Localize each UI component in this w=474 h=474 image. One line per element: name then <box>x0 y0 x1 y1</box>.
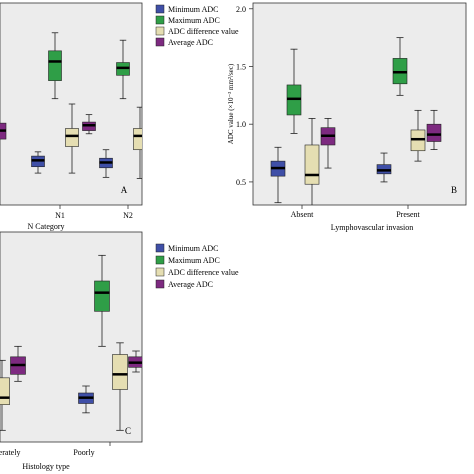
y-axis-title: ADC value (×10⁻³ mm²/sec) <box>227 63 235 144</box>
x-tick-label: Present <box>396 210 420 219</box>
legend: Minimum ADC Maximum ADC ADC difference val… <box>155 4 239 47</box>
y-tick-label: 0.5 <box>236 178 246 187</box>
x-tick-label: Poorly <box>73 448 94 457</box>
legend-swatch <box>155 15 165 25</box>
x-tick-label: Absent <box>291 210 314 219</box>
box-adc-difference-value-0-box <box>304 144 320 185</box>
legend: Minimum ADC Maximum ADC ADC difference val… <box>155 243 239 289</box>
x-axis-title: Histology type <box>22 462 70 471</box>
legend-swatch <box>155 267 165 277</box>
legend-label: Average ADC <box>168 280 213 289</box>
legend-label: Average ADC <box>168 38 213 47</box>
y-tick-label: 1.0 <box>236 120 246 129</box>
y-tick-label: 2.0 <box>236 5 246 14</box>
box-adc-difference-value-0-box <box>0 377 10 405</box>
box-adc-difference-value-1-box <box>112 354 128 390</box>
box-average-adc-1-box <box>426 123 442 142</box>
x-axis-title: Lymphovascular invasion <box>331 223 413 232</box>
legend-swatch <box>155 255 165 265</box>
chart-panel-a: A N1 N2 N Category Minimum ADC Maximum ADC ADC… <box>0 2 239 231</box>
chart-panel-b: B Absent Present Lymphovascular invasion 0.5… <box>227 2 467 232</box>
legend-label: ADC difference value <box>168 27 239 36</box>
legend-swatch <box>155 26 165 36</box>
box-average-adc-2-box <box>151 126 164 136</box>
box-adc-difference-value-2-box <box>133 128 142 151</box>
legend-swatch <box>155 279 165 289</box>
box-maximum-adc-1-box <box>48 50 62 81</box>
x-axis-title: N Category <box>27 222 64 231</box>
box-maximum-adc-1-box <box>94 280 110 312</box>
panel-letter: C <box>125 426 131 436</box>
legend-swatch <box>155 243 165 253</box>
plot-marks <box>270 37 442 205</box>
y-tick-label: 1.5 <box>236 62 246 71</box>
legend-label: Maximum ADC <box>168 16 220 25</box>
plot-area <box>0 231 143 443</box>
legend-swatch <box>155 37 165 47</box>
legend-label: ADC difference value <box>168 268 239 277</box>
x-tick-label: N1 <box>55 211 65 220</box>
box-adc-difference-value-1-box <box>65 128 79 147</box>
legend-swatch <box>155 4 165 14</box>
legend-label: Minimum ADC <box>168 244 218 253</box>
x-tick-label: N2 <box>123 211 133 220</box>
legend-label: Minimum ADC <box>168 5 218 14</box>
legend-label: Maximum ADC <box>168 256 220 265</box>
x-tick-label: Moderately <box>0 448 20 457</box>
panel-letter: B <box>451 185 457 195</box>
plot-marks <box>0 32 164 179</box>
panel-letter: A <box>121 185 128 195</box>
plot-marks <box>0 254 142 431</box>
